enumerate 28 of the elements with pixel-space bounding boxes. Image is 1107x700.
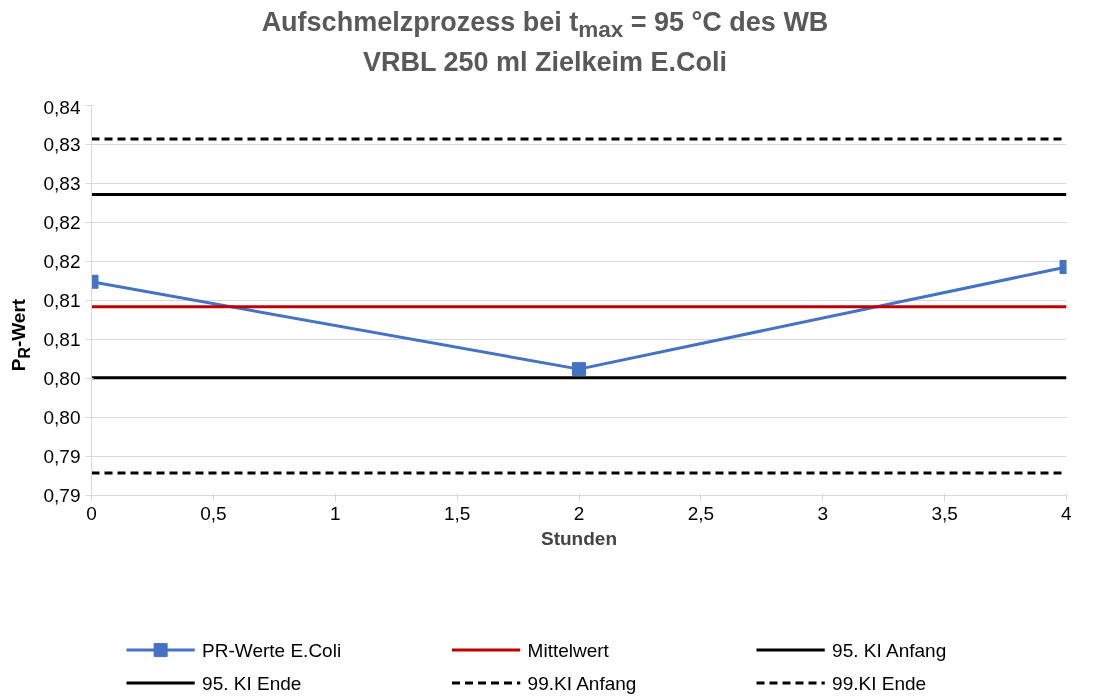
y-tick-label: 0,84	[43, 96, 81, 118]
legend-label: 99.KI Ende	[832, 672, 927, 694]
y-tick-label: 0,83	[43, 134, 81, 155]
legend-label: 99.KI Anfang	[527, 672, 637, 694]
y-tick-label: 0,79	[43, 485, 81, 506]
y-tick-label: 0,80	[43, 368, 81, 389]
x-tick-label: 1,5	[443, 502, 471, 524]
y-tick-label: 0,82	[43, 251, 81, 272]
x-tick-label: 0	[86, 502, 97, 524]
legend-label: 95. KI Anfang	[832, 639, 947, 661]
x-tick-label: 3,5	[931, 502, 958, 524]
x-axis-title: Stunden	[541, 527, 617, 549]
x-tick-label: 0,5	[200, 502, 227, 524]
legend-label: Mittelwert	[527, 639, 610, 661]
y-tick-label: 0,80	[43, 407, 81, 428]
y-tick-label: 0,79	[43, 446, 81, 467]
x-tick-label: 3	[817, 502, 829, 524]
chart-title: Aufschmelzprozess bei t$_{max}$ = 95 °C des WB VRBL 250 ml Zielkeim E.Coli	[260, 6, 830, 79]
x-tick-label: 2	[573, 502, 585, 524]
x-tick-label: 4	[1060, 502, 1072, 524]
y-tick-label: 0,81	[43, 329, 81, 350]
legend-label: PR-Werte E.Coli	[202, 639, 342, 661]
y-tick-label: 0,83	[43, 173, 81, 194]
x-tick-label: 2,5	[687, 502, 715, 524]
y-tick-label: 0,81	[43, 290, 81, 311]
y-tick-label: 0,82	[43, 212, 81, 233]
legend-label: 95. KI Ende	[202, 672, 302, 694]
x-tick-label: 1	[329, 502, 341, 524]
